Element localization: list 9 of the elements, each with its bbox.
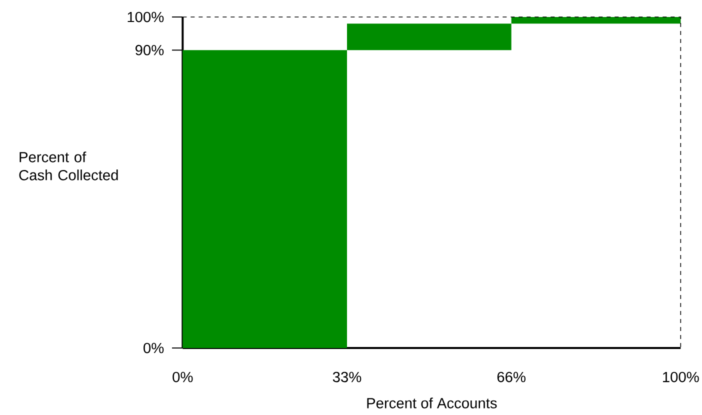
y-tick-label: 100%	[128, 12, 164, 22]
x-axis-title: Percent of Accounts	[367, 398, 497, 408]
x-tick-label: 66%	[497, 372, 526, 382]
x-tick-label: 33%	[332, 372, 362, 382]
y-axis-title: Percent of Cash Collected	[19, 152, 118, 180]
x-tick-label: 100%	[663, 372, 699, 382]
y-tick-label: 90%	[136, 44, 164, 56]
y-tick-label: 0%	[144, 342, 164, 354]
x-tick-label: 0%	[172, 372, 193, 382]
